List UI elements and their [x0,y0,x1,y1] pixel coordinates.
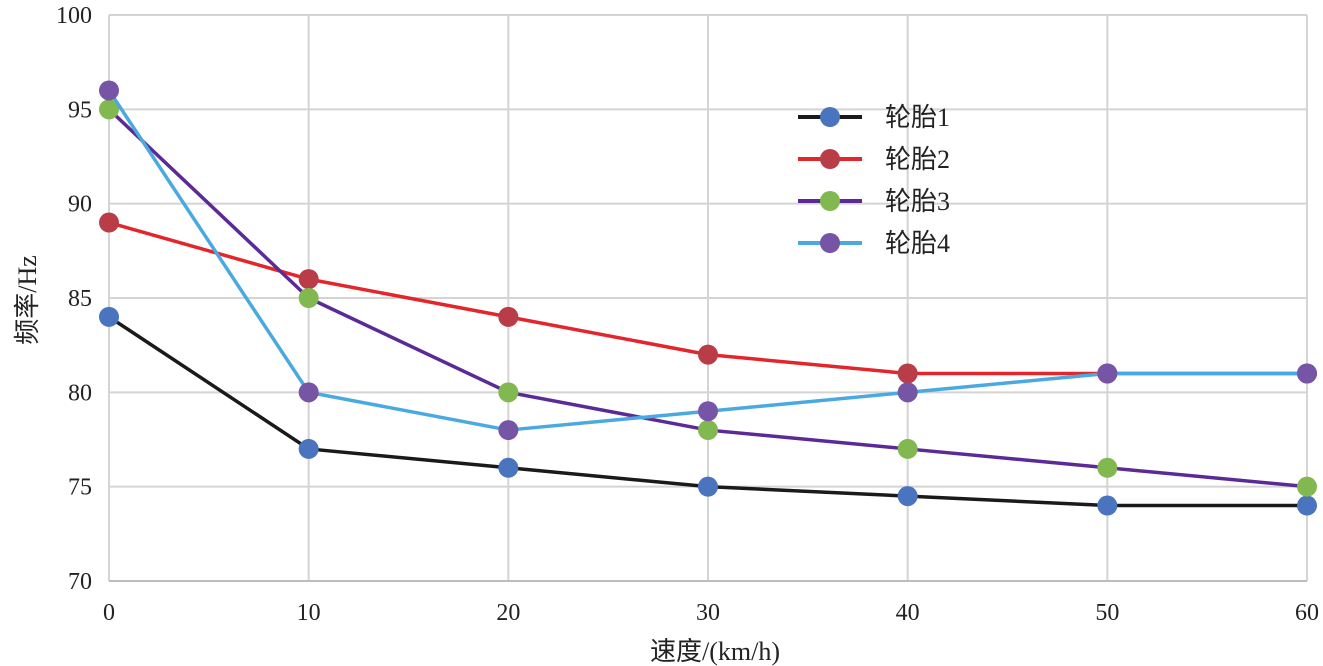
data-point [298,438,319,459]
x-tick-label: 20 [496,600,520,626]
y-tick-label: 80 [68,380,92,406]
x-axis-label: 速度/(km/h) [650,637,780,666]
y-tick-label: 90 [68,192,92,218]
x-tick-label: 50 [1095,600,1119,626]
data-point [897,486,918,507]
data-point [698,344,718,365]
legend-item: 轮胎3 [798,187,950,216]
data-point [1097,457,1118,478]
data-point [1297,363,1317,384]
legend-item: 轮胎4 [798,229,950,258]
legend-label: 轮胎1 [885,103,950,132]
data-point [498,420,519,441]
data-point [698,420,718,441]
legend-marker [820,149,840,169]
series-3 [99,99,1317,497]
data-point [897,382,918,403]
legend-label: 轮胎3 [885,187,950,216]
data-point [1097,363,1118,384]
data-point [1297,495,1317,516]
data-point [498,306,519,327]
data-point [897,438,918,459]
y-tick-label: 70 [68,569,92,595]
x-tick-label: 0 [103,600,115,626]
series-1 [99,306,1317,516]
data-point [1297,476,1317,497]
legend-label: 轮胎4 [885,229,950,258]
x-tick-label: 10 [297,600,321,626]
data-point [99,80,119,101]
y-tick-label: 100 [56,3,92,29]
legend-marker [820,191,840,211]
legend-item: 轮胎2 [798,145,950,174]
series-group [99,80,1317,516]
legend: 轮胎1 轮胎2 轮胎3 轮胎4 [798,103,950,258]
x-tick-label: 60 [1295,600,1319,626]
legend-marker [820,233,840,253]
legend-label: 轮胎2 [885,145,950,174]
data-point [298,269,319,290]
data-point [99,99,119,120]
data-point [298,288,319,308]
data-point [698,401,718,422]
data-point [897,363,918,384]
data-point [1097,495,1118,516]
data-point [99,306,119,327]
x-tick-labels: 0 10 20 30 40 50 60 [103,600,1319,626]
y-tick-label: 95 [68,97,92,123]
data-point [298,382,319,403]
y-tick-label: 75 [68,475,92,501]
x-tick-label: 30 [696,600,720,626]
data-point [698,476,718,497]
legend-item: 轮胎1 [798,103,950,132]
data-point [99,212,119,233]
data-point [498,382,519,403]
series-4 [99,80,1317,441]
x-tick-label: 40 [896,600,920,626]
y-tick-label: 85 [68,286,92,312]
y-axis-label: 频率/Hz [13,255,42,345]
y-tick-labels: 70 75 80 85 90 95 100 [56,3,92,595]
legend-marker [820,107,840,127]
data-point [498,457,519,478]
